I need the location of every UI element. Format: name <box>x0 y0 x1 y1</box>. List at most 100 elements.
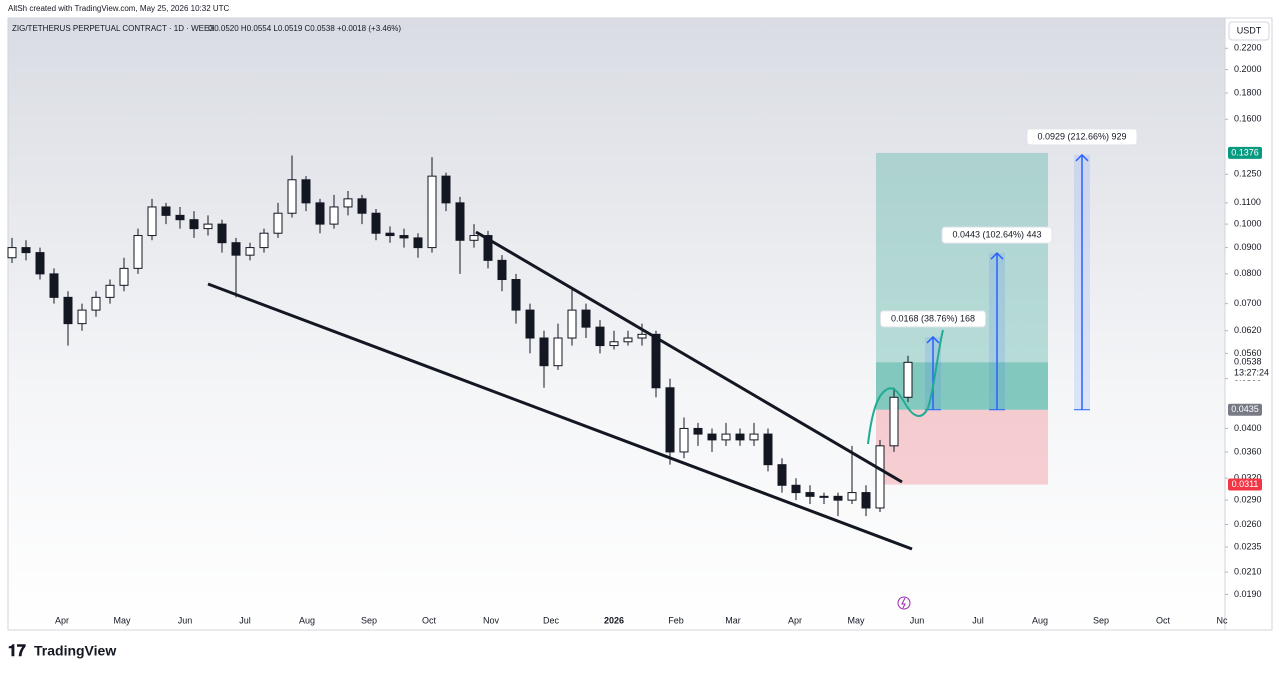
candle-body <box>259 232 269 249</box>
candle-body <box>119 267 129 286</box>
currency-box[interactable] <box>1228 21 1270 41</box>
candle-body <box>399 235 409 239</box>
candle-body <box>693 427 703 435</box>
candle-body <box>651 333 661 389</box>
x-tick-label: Dec <box>543 615 560 625</box>
x-tick-label: Apr <box>788 615 802 625</box>
candle-body <box>567 309 577 339</box>
candle-body <box>105 284 115 298</box>
candle-body <box>539 337 549 367</box>
candle-body <box>595 326 605 347</box>
last-price: 0.0538 <box>1234 357 1262 367</box>
symbol: ZIG/TETHERUS PERPETUAL CONTRACT · 1D · W… <box>12 24 215 33</box>
candle-body <box>371 212 381 234</box>
y-tick-label: 0.0560 <box>1234 348 1262 358</box>
candle-body <box>665 387 675 453</box>
x-tick-label: Aug <box>1032 615 1048 625</box>
measure-label: 0.0929 (212.66%) 929 <box>1037 131 1126 141</box>
y-tick-label: 0.1100 <box>1234 197 1261 207</box>
y-tick-label: 0.1250 <box>1234 169 1262 179</box>
stop-zone <box>876 409 1048 485</box>
x-tick-label: Jul <box>972 615 984 625</box>
candle-body <box>833 495 843 501</box>
candle-body <box>203 223 213 230</box>
y-tick-label: 0.1600 <box>1234 114 1262 124</box>
countdown: 13:27:24 <box>1234 368 1269 378</box>
y-tick-label: 0.0360 <box>1234 446 1262 456</box>
projection-path <box>867 329 944 445</box>
ohlc: O0.0520 H0.0554 L0.0519 C0.0538 +0.0018 … <box>208 24 401 33</box>
candle-body <box>777 464 787 486</box>
candle-body <box>161 206 171 216</box>
candle-body <box>217 223 227 244</box>
candle-body <box>91 296 101 311</box>
measure-arrowhead <box>990 252 1004 260</box>
plot-background <box>8 18 1225 630</box>
candle-body <box>301 179 311 204</box>
measure-label: 0.0168 (38.76%) 168 <box>891 313 975 323</box>
candle-body <box>847 492 857 501</box>
y-tick-label: 0.1800 <box>1234 87 1262 97</box>
candle-body <box>77 309 87 325</box>
candle-body <box>749 433 759 441</box>
x-tick-label: Sep <box>361 615 377 625</box>
candle-body <box>679 427 689 453</box>
candle-body <box>175 214 185 221</box>
x-tick-label: Aug <box>299 615 315 625</box>
candle-body <box>497 259 507 281</box>
y-tick-label: 0.1000 <box>1234 218 1262 228</box>
last-price-box <box>1228 356 1270 381</box>
candle-body <box>623 337 633 343</box>
candle-body <box>441 175 451 204</box>
price-badge-label: 0.1376 <box>1231 147 1259 157</box>
frame <box>7 17 1273 631</box>
candle-body <box>721 433 731 441</box>
candle-body <box>49 273 59 298</box>
candle-body <box>735 433 745 441</box>
measure-label-box <box>941 226 1053 244</box>
x-tick-label: Nc <box>1217 615 1228 625</box>
candle-body <box>287 179 297 214</box>
y-tick-label: 0.0320 <box>1234 473 1262 483</box>
measure-label: 0.0443 (102.64%) 443 <box>952 229 1041 239</box>
measure-label-box <box>880 310 986 328</box>
x-tick-label: 2026 <box>604 615 624 625</box>
currency: USDT <box>1237 25 1262 35</box>
measure-arrowhead <box>926 335 940 344</box>
x-tick-label: May <box>113 615 131 625</box>
candle-body <box>189 219 199 230</box>
candle-body <box>35 252 45 275</box>
y-tick-label: 0.2000 <box>1234 64 1262 74</box>
candle-body <box>343 198 353 208</box>
candle-body <box>525 309 535 339</box>
measure-arrowhead <box>1075 153 1089 162</box>
price-badge-label: 0.0311 <box>1232 479 1259 489</box>
x-tick-label: Jun <box>910 615 925 625</box>
price-badge <box>1228 403 1262 416</box>
x-tick-label: Jul <box>239 615 251 625</box>
candle-body <box>413 237 423 249</box>
candle-body <box>889 396 899 447</box>
candle-body <box>609 341 619 347</box>
y-tick-label: 0.0210 <box>1234 567 1262 577</box>
candle-body <box>819 495 829 498</box>
price-badge-label: 0.0435 <box>1231 404 1259 414</box>
candle-body <box>427 175 437 249</box>
price-badge <box>1228 478 1262 491</box>
x-tick-label: Sep <box>1093 615 1109 625</box>
logo-mark: 𝟏𝟕 <box>8 643 26 660</box>
credit: AltSh created with TradingView.com, May … <box>8 4 230 13</box>
y-tick-label: 0.0900 <box>1234 242 1262 252</box>
lightning-icon[interactable] <box>897 596 911 610</box>
wedge-lower <box>207 282 913 551</box>
marks: 0.0168 (38.76%) 168 0.0443 (102.64%) 443 0… <box>7 47 1228 595</box>
candle-body <box>553 337 563 367</box>
logo: TradingView <box>34 643 116 659</box>
candle-body <box>637 333 647 339</box>
candle-body <box>805 492 815 497</box>
candle-body <box>483 235 493 261</box>
y-tick-label: 0.0260 <box>1234 519 1262 529</box>
x-tick-label: May <box>847 615 865 625</box>
